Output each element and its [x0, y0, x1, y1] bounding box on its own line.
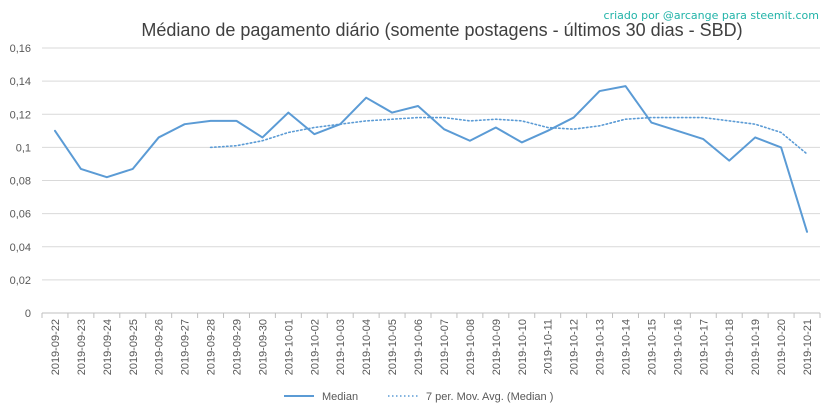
x-tick-label: 2019-10-21	[802, 319, 814, 375]
x-tick-label: 2019-10-11	[543, 319, 555, 374]
moving-average-line	[209, 116, 808, 155]
y-tick-label: 0,04	[10, 242, 31, 254]
median-line	[53, 85, 809, 233]
x-tick-label: 2019-10-19	[750, 319, 762, 375]
y-tick-label: 0,16	[10, 43, 31, 55]
y-tick-label: 0,1	[16, 142, 31, 154]
x-tick-label: 2019-10-09	[491, 319, 503, 375]
x-tick-label: 2019-10-01	[283, 319, 295, 375]
x-tick-label: 2019-10-03	[335, 319, 347, 375]
legend-label: 7 per. Mov. Avg. (Median )	[426, 391, 553, 403]
y-tick-label: 0,06	[10, 209, 31, 221]
x-tick-label: 2019-10-16	[672, 319, 684, 375]
chart-title: Médiano de pagamento diário (somente pos…	[141, 20, 743, 40]
x-tick-label: 2019-10-05	[387, 319, 399, 375]
y-tick-label: 0	[25, 308, 31, 320]
x-tick-label: 2019-10-12	[569, 319, 581, 375]
x-tick-label: 2019-10-17	[698, 319, 710, 375]
x-tick-label: 2019-10-15	[646, 319, 658, 375]
x-tick-label: 2019-09-24	[102, 319, 114, 375]
y-tick-label: 0,02	[10, 275, 31, 287]
x-tick-label: 2019-09-23	[76, 319, 88, 375]
y-tick-label: 0,08	[10, 176, 31, 188]
x-tick-label: 2019-10-13	[595, 319, 607, 375]
x-tick-label: 2019-10-04	[361, 319, 373, 375]
x-tick-label: 2019-10-10	[517, 319, 529, 375]
x-tick-label: 2019-10-07	[439, 319, 451, 375]
x-tick-label: 2019-09-27	[180, 319, 192, 375]
x-tick-label: 2019-10-18	[724, 319, 736, 375]
x-tick-label: 2019-10-20	[776, 319, 788, 375]
x-tick-label: 2019-09-30	[257, 319, 269, 375]
x-tick-label: 2019-10-06	[413, 319, 425, 375]
x-tick-label: 2019-09-26	[154, 319, 166, 375]
credit-annotation: criado por @arcange para steemit.com	[603, 9, 819, 22]
x-tick-label: 2019-10-08	[465, 319, 477, 375]
x-tick-label: 2019-09-28	[206, 319, 218, 375]
x-tick-label: 2019-09-22	[50, 319, 62, 375]
legend-label: Median	[322, 391, 358, 403]
x-tick-label: 2019-10-02	[309, 319, 321, 375]
x-tick-label: 2019-09-29	[232, 319, 244, 375]
y-tick-label: 0,12	[10, 109, 31, 121]
x-tick-label: 2019-09-25	[128, 319, 140, 375]
y-tick-label: 0,14	[10, 76, 31, 88]
x-tick-label: 2019-10-14	[621, 319, 633, 375]
